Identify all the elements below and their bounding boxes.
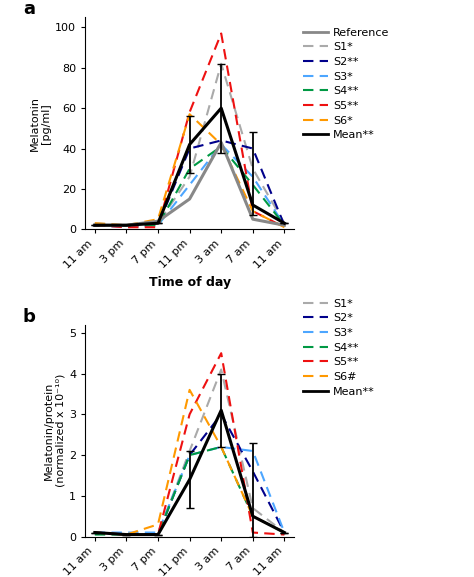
Text: a: a: [23, 1, 35, 18]
Text: b: b: [23, 308, 36, 325]
Y-axis label: Melatonin/protein
(normalized x 10⁻¹⁰): Melatonin/protein (normalized x 10⁻¹⁰): [44, 374, 65, 488]
Legend: Reference, S1*, S2**, S3*, S4**, S5**, S6*, Mean**: Reference, S1*, S2**, S3*, S4**, S5**, S…: [299, 23, 394, 145]
Legend: S1*, S2*, S3*, S4**, S5**, S6#, Mean**: S1*, S2*, S3*, S4**, S5**, S6#, Mean**: [299, 294, 379, 401]
Y-axis label: Melatonin
[pg/ml]: Melatonin [pg/ml]: [29, 96, 51, 151]
X-axis label: Time of day: Time of day: [148, 276, 231, 289]
